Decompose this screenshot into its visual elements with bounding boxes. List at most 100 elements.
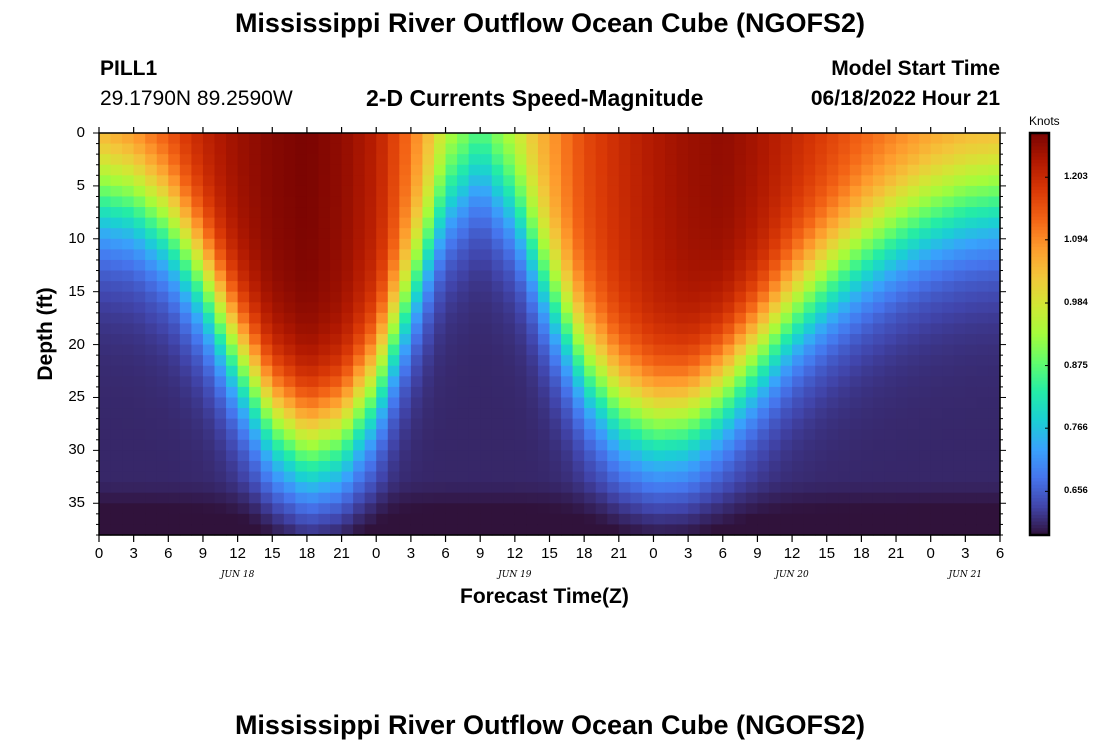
heatmap-cell bbox=[318, 302, 331, 314]
heatmap-cell bbox=[815, 460, 828, 473]
heatmap-cell bbox=[792, 154, 805, 166]
heatmap-cell bbox=[849, 249, 862, 261]
heatmap-cell bbox=[260, 185, 273, 198]
heatmap-cell bbox=[572, 471, 585, 483]
heatmap-cell bbox=[156, 482, 169, 494]
heatmap-cell bbox=[537, 386, 551, 399]
colorbar-segment bbox=[1030, 153, 1049, 158]
heatmap-cell bbox=[838, 302, 851, 314]
heatmap-cell bbox=[780, 513, 793, 526]
heatmap-cell bbox=[272, 164, 285, 176]
heatmap-cell bbox=[618, 281, 631, 293]
heatmap-cell bbox=[399, 429, 412, 441]
heatmap-cell bbox=[410, 397, 424, 409]
heatmap-cell bbox=[676, 365, 689, 377]
heatmap-cell bbox=[572, 291, 585, 303]
heatmap-cell bbox=[272, 513, 285, 526]
heatmap-cell bbox=[861, 418, 874, 430]
heatmap-cell bbox=[734, 238, 747, 250]
colorbar-segment bbox=[1030, 327, 1049, 332]
heatmap-cell bbox=[584, 238, 597, 250]
heatmap-cell bbox=[815, 238, 828, 250]
heatmap-cell bbox=[237, 228, 250, 240]
heatmap-cell bbox=[249, 196, 262, 208]
heatmap-cell bbox=[618, 418, 631, 430]
heatmap-cell bbox=[699, 185, 712, 198]
heatmap-cell bbox=[133, 365, 146, 377]
heatmap-cell bbox=[872, 154, 886, 166]
heatmap-cell bbox=[722, 355, 735, 367]
heatmap-cell bbox=[757, 217, 770, 229]
heatmap-cell bbox=[179, 376, 193, 388]
heatmap-cell bbox=[780, 397, 793, 409]
heatmap-cell bbox=[584, 503, 597, 515]
colorbar-segment bbox=[1030, 350, 1049, 355]
heatmap-cell bbox=[353, 291, 366, 303]
heatmap-cell bbox=[896, 386, 909, 399]
heatmap-cell bbox=[537, 503, 551, 515]
heatmap-cell bbox=[514, 439, 527, 451]
heatmap-cell bbox=[318, 175, 331, 187]
heatmap-cell bbox=[156, 238, 169, 250]
heatmap-cell bbox=[480, 249, 493, 261]
heatmap-cell bbox=[133, 482, 146, 494]
heatmap-cell bbox=[341, 397, 354, 409]
heatmap-cell bbox=[272, 185, 285, 198]
heatmap-cell bbox=[341, 238, 354, 250]
heatmap-cell bbox=[341, 418, 354, 430]
heatmap-cell bbox=[318, 196, 331, 208]
heatmap-cell bbox=[330, 291, 343, 303]
heatmap-cell bbox=[376, 471, 389, 483]
heatmap-cell bbox=[260, 228, 273, 240]
station-coordinates: 29.1790N 89.2590W bbox=[100, 87, 293, 110]
heatmap-cell bbox=[110, 334, 123, 346]
heatmap-cell bbox=[503, 460, 516, 473]
colorbar-segment bbox=[1030, 508, 1049, 513]
heatmap-cell bbox=[249, 249, 262, 261]
heatmap-cell bbox=[191, 238, 204, 250]
heatmap-cell bbox=[445, 408, 458, 420]
heatmap-cell bbox=[826, 482, 839, 494]
heatmap-cell bbox=[699, 450, 712, 462]
heatmap-cell bbox=[272, 376, 285, 388]
heatmap-cell bbox=[953, 143, 966, 155]
heatmap-cell bbox=[491, 312, 504, 325]
heatmap-cell bbox=[792, 312, 805, 325]
heatmap-cell bbox=[618, 365, 631, 377]
heatmap-cell bbox=[676, 238, 689, 250]
heatmap-cell bbox=[179, 291, 193, 303]
heatmap-cell bbox=[330, 376, 343, 388]
heatmap-cell bbox=[641, 217, 655, 229]
heatmap-cell bbox=[907, 460, 920, 473]
heatmap-cell bbox=[422, 355, 435, 367]
heatmap-cell bbox=[191, 207, 204, 219]
heatmap-cell bbox=[942, 259, 955, 272]
heatmap-cell bbox=[745, 503, 759, 515]
heatmap-cell bbox=[907, 503, 920, 515]
heatmap-cell bbox=[260, 503, 273, 515]
heatmap-cell bbox=[907, 355, 920, 367]
heatmap-cell bbox=[872, 312, 886, 325]
heatmap-cell bbox=[249, 281, 262, 293]
heatmap-cell bbox=[688, 460, 701, 473]
colorbar-segment bbox=[1030, 481, 1049, 486]
heatmap-cell bbox=[780, 228, 793, 240]
heatmap-cell bbox=[353, 238, 366, 250]
heatmap-cell bbox=[965, 386, 978, 399]
heatmap-cell bbox=[410, 312, 424, 325]
heatmap-cell bbox=[976, 270, 990, 282]
heatmap-cell bbox=[272, 175, 285, 187]
colorbar-segment bbox=[1030, 334, 1049, 338]
heatmap-cell bbox=[156, 524, 169, 536]
heatmap-cell bbox=[919, 154, 932, 166]
heatmap-cell bbox=[884, 482, 897, 494]
heatmap-cell bbox=[537, 460, 551, 473]
heatmap-cell bbox=[99, 439, 112, 451]
colorbar-tick-label: 0.656 bbox=[1064, 485, 1088, 497]
heatmap-cell bbox=[988, 397, 1001, 409]
heatmap-cell bbox=[988, 185, 1001, 198]
heatmap-cell bbox=[699, 270, 712, 282]
heatmap-cell bbox=[410, 471, 424, 483]
heatmap-cell bbox=[514, 143, 527, 155]
heatmap-cell bbox=[537, 439, 551, 451]
